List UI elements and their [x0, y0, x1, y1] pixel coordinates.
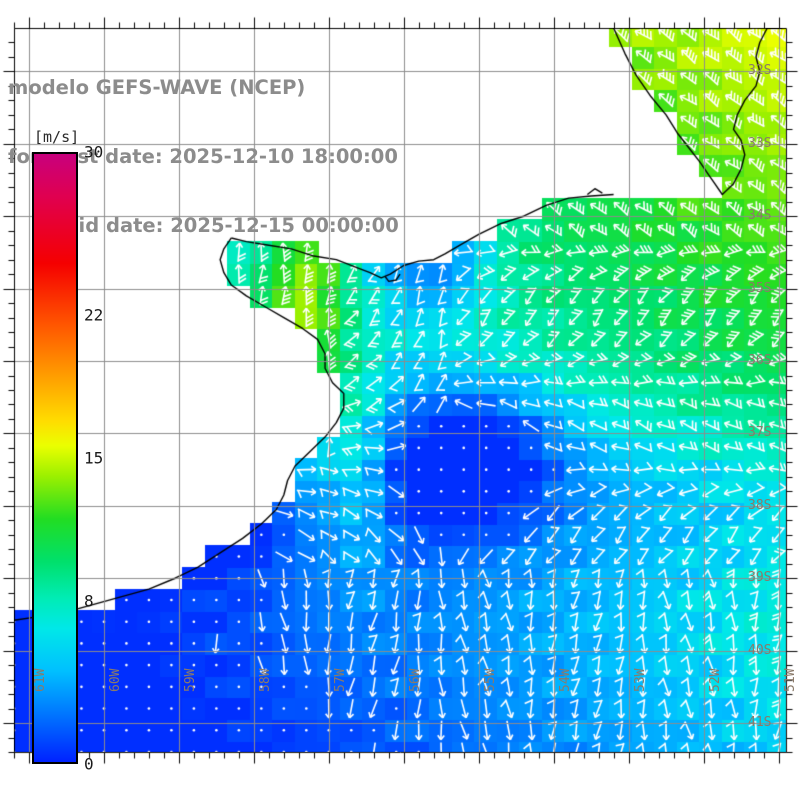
lon-tick-56W: 56W: [407, 668, 423, 692]
lat-tick-41S: 41S: [748, 715, 772, 731]
colorbar-unit-label: [m/s]: [34, 128, 80, 146]
lon-tick-57W: 57W: [332, 668, 348, 692]
colorbar-tick-8: 8: [84, 591, 94, 611]
lon-tick-61W: 61W: [32, 668, 48, 692]
lat-tick-36S: 36S: [748, 353, 772, 369]
colorbar-tick-30: 30: [84, 142, 104, 162]
colorbar-tick-15: 15: [84, 448, 104, 468]
lat-tick-40S: 40S: [748, 642, 772, 658]
lat-tick-38S: 38S: [748, 497, 772, 513]
lon-tick-58W: 58W: [257, 668, 273, 692]
colorbar-tick-0: 0: [84, 754, 94, 774]
lat-tick-33S: 33S: [748, 135, 772, 151]
lon-tick-55W: 55W: [482, 668, 498, 692]
lat-tick-39S: 39S: [748, 570, 772, 586]
lat-tick-37S: 37S: [748, 425, 772, 441]
colorbar-tick-22: 22: [84, 305, 104, 325]
lon-tick-60W: 60W: [107, 668, 123, 692]
lon-tick-54W: 54W: [557, 668, 573, 692]
colorbar-gradient: [32, 152, 78, 764]
lat-tick-32S: 32S: [748, 63, 772, 79]
colorbar: [m/s] 30 22 15 8 0: [28, 128, 128, 774]
lat-tick-34S: 34S: [748, 208, 772, 224]
lon-tick-51W: 51W: [782, 668, 798, 692]
lon-tick-59W: 59W: [182, 668, 198, 692]
lat-tick-35S: 35S: [748, 280, 772, 296]
lon-tick-53W: 53W: [632, 668, 648, 692]
lon-tick-52W: 52W: [707, 668, 723, 692]
